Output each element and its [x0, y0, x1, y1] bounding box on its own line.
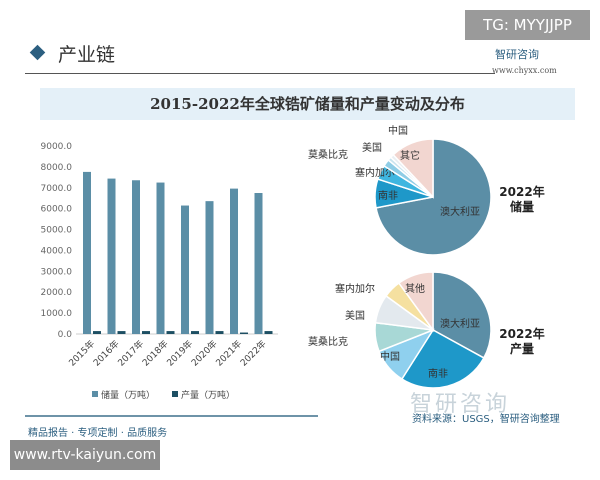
x-tick-label: 2018年	[140, 338, 171, 369]
y-tick-label: 6000.0	[41, 205, 73, 215]
reserve-bar	[156, 182, 165, 334]
legend-swatch	[92, 391, 98, 397]
production-pie-title: 2022年产量	[499, 327, 545, 356]
production-bar	[93, 331, 101, 334]
production-bar	[191, 331, 199, 334]
x-tick-label: 2020年	[189, 338, 220, 369]
watermark-bottom: www.rtv-kaiyun.com	[10, 440, 160, 470]
y-tick-label: 0.0	[58, 330, 73, 340]
x-tick-label: 2015年	[66, 338, 97, 369]
chart-title: 2015-2022年全球锆矿储量和产量变动及分布	[150, 95, 465, 113]
legend-label: 储量（万吨）	[101, 389, 155, 401]
pie-slice	[397, 271, 434, 333]
y-tick-label: 7000.0	[41, 184, 73, 194]
y-tick-label: 1000.0	[41, 309, 73, 319]
pie-label: 南非	[428, 367, 448, 380]
y-tick-label: 8000.0	[41, 163, 73, 173]
y-tick-label: 5000.0	[41, 226, 73, 236]
y-tick-label: 2000.0	[41, 288, 73, 298]
production-bar	[142, 331, 150, 334]
x-tick-label: 2019年	[164, 338, 195, 369]
reserve-bar	[132, 180, 140, 334]
watermark-top: TG: MYYJJPP	[465, 10, 590, 40]
brand-url: www.chyxx.com	[492, 66, 557, 75]
pie-label: 中国	[388, 124, 408, 137]
legend-swatch	[172, 391, 178, 397]
x-tick-label: 2016年	[91, 338, 122, 369]
logo-watermark: 智研咨询	[410, 392, 511, 417]
pie-label: 南非	[378, 189, 398, 202]
pie-label: 澳大利亚	[440, 205, 480, 218]
production-bar	[117, 331, 126, 334]
x-tick-label: 2022年	[238, 338, 269, 369]
pie-label: 塞内加尔	[355, 166, 395, 179]
pie-slice	[392, 138, 434, 199]
reserve-bar	[254, 193, 263, 334]
x-tick-label: 2021年	[213, 338, 244, 369]
y-tick-label: 9000.0	[41, 142, 73, 152]
production-bar	[264, 331, 273, 334]
y-tick-label: 3000.0	[41, 267, 73, 277]
pie-label: 美国	[345, 309, 365, 322]
pie-label: 其它	[400, 149, 420, 162]
production-bar	[215, 331, 224, 334]
reserve-bar	[181, 205, 189, 334]
pie-slice	[400, 329, 485, 389]
production-bar	[240, 332, 248, 334]
reserve-bar	[230, 188, 238, 334]
production-bar	[166, 331, 175, 334]
legend-label: 产量（万吨）	[181, 389, 235, 401]
title-banner	[40, 88, 575, 120]
y-tick-label: 4000.0	[41, 246, 73, 256]
pie-slice	[432, 271, 492, 359]
pie-label: 澳大利亚	[440, 317, 480, 330]
brand-logo: 智研咨询	[495, 48, 539, 61]
pie-label: 其他	[405, 282, 425, 295]
header-divider	[25, 73, 495, 74]
pie-label: 中国	[380, 350, 400, 363]
footer-slogan: 精品报告 · 专项定制 · 品质服务	[28, 428, 168, 439]
source-note: 资料来源：USGS，智研咨询整理	[412, 414, 560, 425]
pie-label: 莫桑比克	[308, 336, 348, 348]
pie-label: 美国	[362, 141, 382, 154]
x-tick-label: 2017年	[115, 338, 146, 369]
section-title: 产业链	[58, 44, 116, 66]
reserve-pie-title: 2022年储量	[499, 185, 545, 214]
bar-chart: 0.0 1000.0 2000.0 3000.0 4000.0 5000.0 6000.0 7…	[41, 142, 278, 401]
footer-divider	[25, 415, 318, 417]
reserve-bar	[107, 178, 116, 334]
pie-label: 莫桑比克	[308, 149, 348, 161]
pie-label: 塞内加尔	[335, 282, 375, 295]
reserve-bar	[83, 171, 91, 334]
reserve-bar	[205, 201, 214, 334]
